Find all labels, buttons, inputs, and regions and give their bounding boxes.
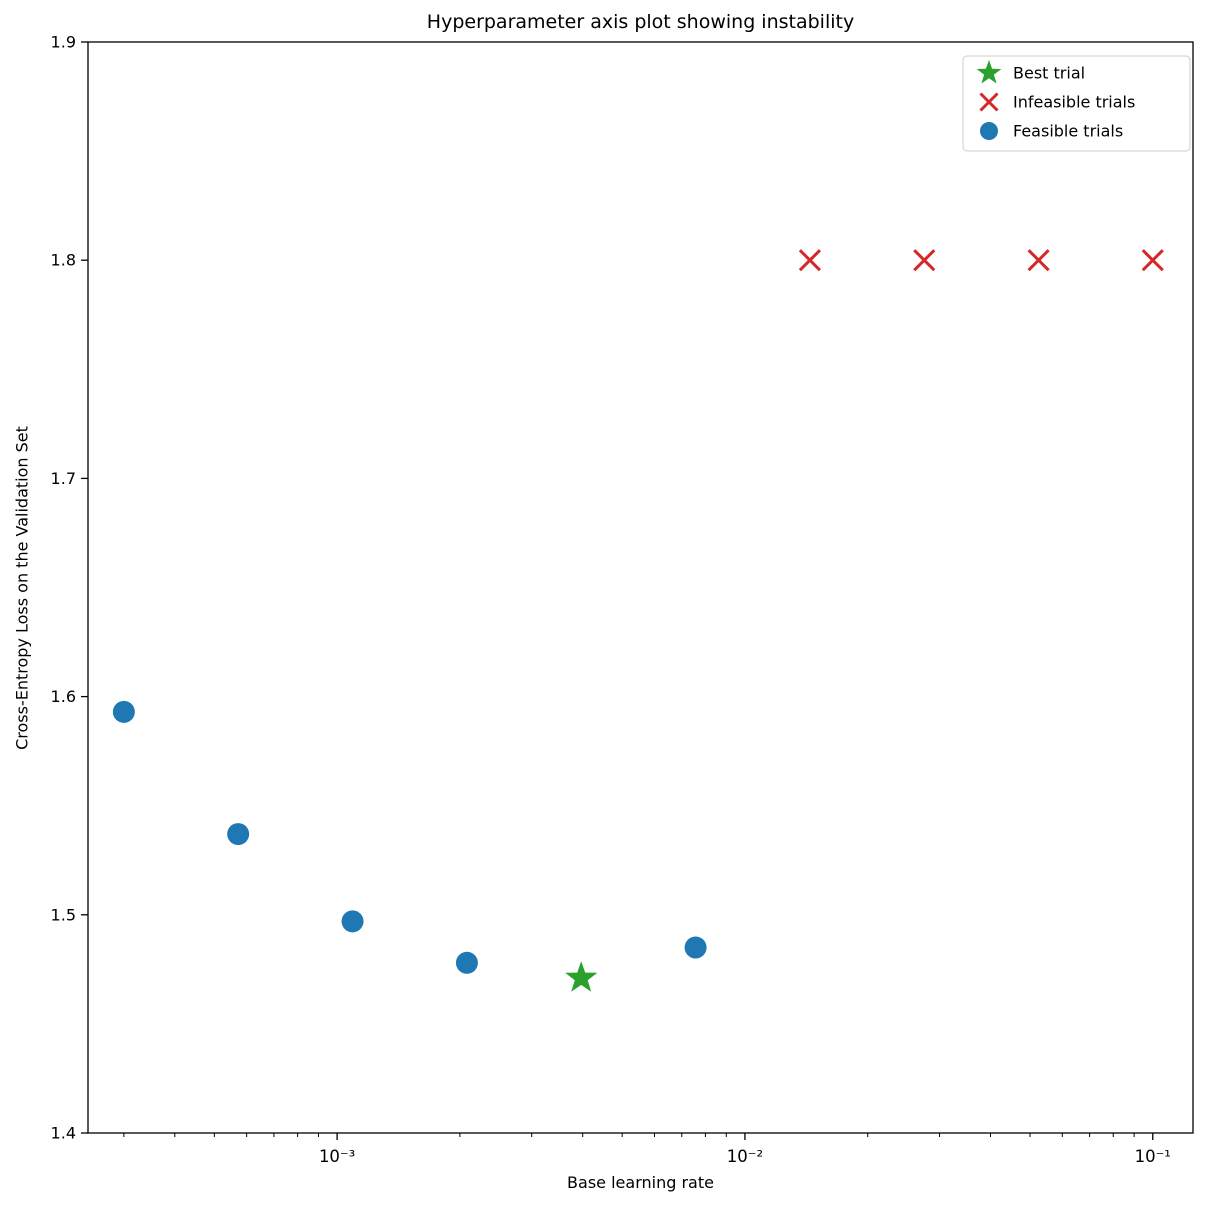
y-axis-label: Cross-Entropy Loss on the Validation Set bbox=[12, 426, 32, 750]
y-tick-label: 1.9 bbox=[51, 33, 76, 52]
marker-x bbox=[1141, 249, 1164, 272]
legend-label: Best trial bbox=[1013, 64, 1085, 83]
marker-circle bbox=[227, 823, 250, 846]
marker-circle bbox=[341, 910, 364, 933]
y-tick-label: 1.7 bbox=[51, 469, 76, 488]
legend-label: Infeasible trials bbox=[1013, 93, 1135, 112]
y-tick-label: 1.6 bbox=[51, 687, 76, 706]
marker-circle bbox=[112, 700, 135, 723]
marker-x bbox=[979, 92, 999, 112]
y-tick-label: 1.5 bbox=[51, 905, 76, 924]
x-axis-label: Base learning rate bbox=[567, 1173, 714, 1192]
y-tick-label: 1.4 bbox=[51, 1124, 76, 1143]
legend-box bbox=[962, 55, 1191, 152]
marker-star bbox=[976, 60, 1002, 84]
plot-frame bbox=[87, 41, 1194, 1134]
x-tick-label: 10⁻² bbox=[727, 1147, 763, 1166]
chart-title: Hyperparameter axis plot showing instabi… bbox=[426, 11, 855, 33]
marker-circle bbox=[455, 951, 478, 974]
marker-circle bbox=[980, 122, 998, 140]
x-tick-label: 10⁻¹ bbox=[1135, 1147, 1171, 1166]
marker-x bbox=[1027, 249, 1050, 272]
marker-star bbox=[565, 961, 598, 992]
marker-x bbox=[798, 249, 821, 272]
x-tick-label: 10⁻³ bbox=[319, 1147, 355, 1166]
legend-label: Feasible trials bbox=[1013, 122, 1123, 141]
marker-circle bbox=[684, 936, 707, 959]
y-tick-label: 1.8 bbox=[51, 251, 76, 270]
marker-x bbox=[913, 249, 936, 272]
